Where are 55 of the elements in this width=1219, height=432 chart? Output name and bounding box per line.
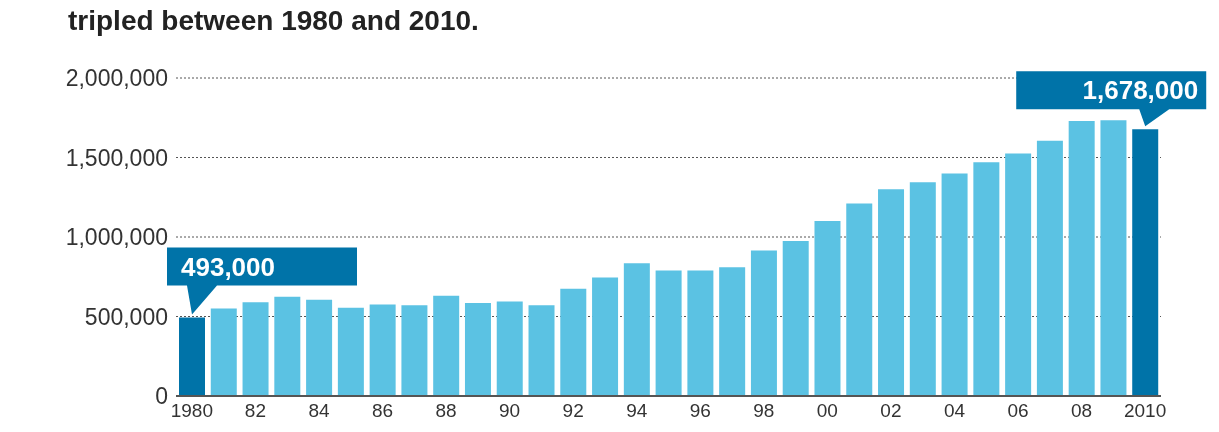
bar [1100,120,1127,396]
y-tick-label: 500,000 [84,303,168,330]
x-tick-label: 02 [880,400,902,422]
y-tick-label: 1,000,000 [65,224,168,251]
bar [464,302,491,396]
x-tick-label: 08 [1070,400,1093,422]
bar [878,189,905,396]
bar [274,296,301,396]
bar [750,250,777,396]
x-tick-label: 88 [435,400,457,422]
bar [1132,129,1159,396]
bar [973,162,1000,396]
bar [846,203,873,396]
x-tick-label: 96 [689,400,711,422]
data-label: 493,000 [181,251,275,282]
chart-title: tripled between 1980 and 2010. [67,5,480,38]
bar [369,304,396,396]
bar [719,267,746,396]
bar [655,270,682,396]
bar [1005,153,1032,396]
bar [687,270,714,396]
bar [337,307,364,396]
y-tick-label: 0 [155,383,168,410]
x-tick-label: 04 [943,400,966,422]
bar [433,295,460,396]
bar [782,240,809,396]
x-tick-label: 94 [626,400,648,422]
x-tick-label: 84 [308,400,330,422]
bar [528,305,555,396]
bar [623,263,650,396]
bar [179,317,205,396]
x-tick-label: 92 [562,400,584,422]
bar [941,173,968,396]
x-tick-label: 82 [244,400,267,422]
x-tick-label: 98 [753,400,775,422]
bar [496,301,523,396]
bar [1036,140,1063,396]
bar [401,305,428,396]
bar [210,308,237,396]
y-tick-label: 1,500,000 [65,144,168,171]
x-tick-label: 06 [1007,400,1029,422]
x-tick-label: 00 [816,400,838,422]
bar [909,182,936,396]
data-label: 1,678,000 [1082,75,1199,106]
bar [814,221,841,396]
x-tick-label: 86 [371,400,394,422]
bar [560,288,587,396]
y-tick-label: 2,000,000 [65,65,168,92]
x-tick-label: 90 [499,400,521,422]
x-tick-label: 1980 [170,400,214,422]
bar [1068,120,1095,396]
x-tick-label: 2010 [1123,400,1167,422]
bar [592,277,619,396]
bar [306,299,333,396]
bar [242,302,269,396]
